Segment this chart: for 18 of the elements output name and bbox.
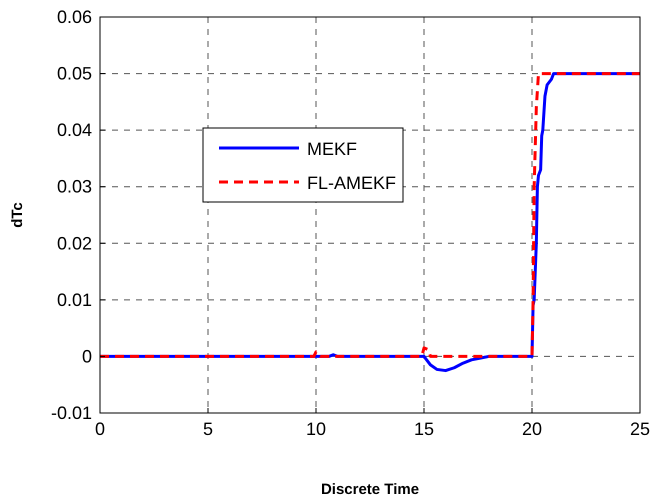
y-tick-label: 0.06 [56, 7, 92, 27]
y-tick-label: 0.04 [56, 120, 92, 140]
y-tick-label: 0.01 [56, 290, 92, 310]
legend-label: MEKF [307, 139, 358, 159]
x-tick-label: 0 [94, 419, 106, 439]
y-tick-label: 0 [82, 346, 92, 366]
x-tick-label: 15 [414, 419, 434, 439]
x-tick-label: 20 [522, 419, 542, 439]
y-tick-label: 0.05 [56, 64, 92, 84]
x-axis-title: Discrete Time [320, 481, 420, 498]
legend-label: FL-AMEKF [307, 173, 396, 193]
y-tick-label: -0.01 [50, 403, 92, 423]
y-tick-label: 0.02 [56, 233, 92, 254]
y-tick-label: 0.03 [56, 176, 92, 197]
x-tick-label: 10 [306, 419, 326, 439]
x-tick-label: 5 [202, 419, 214, 439]
y-axis-title: dTc [9, 202, 26, 228]
x-tick-label: 25 [630, 419, 650, 439]
